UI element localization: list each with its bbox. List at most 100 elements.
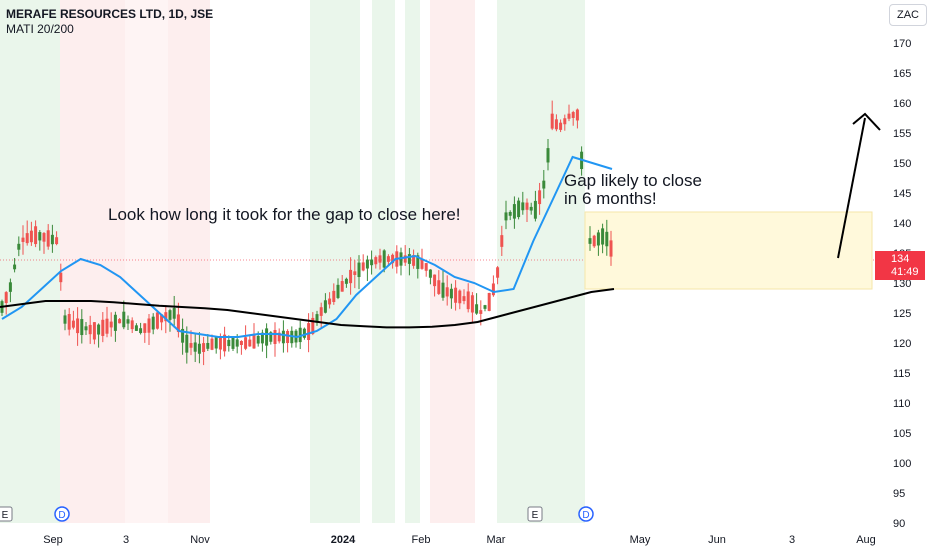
y-tick-label: 95 [893, 488, 905, 500]
candle [542, 169, 546, 199]
candle [449, 283, 453, 309]
candle [365, 255, 369, 282]
zone-band [60, 0, 125, 523]
dividend-marker[interactable]: D [578, 506, 594, 522]
candle [227, 335, 231, 352]
candle [315, 310, 319, 326]
candle [4, 291, 8, 315]
candle [113, 311, 117, 342]
candle [168, 308, 172, 332]
y-tick-label: 150 [893, 158, 911, 170]
y-tick-label: 90 [893, 518, 905, 530]
currency-button[interactable]: ZAC [889, 4, 927, 26]
y-tick-label: 145 [893, 188, 911, 200]
candle [340, 274, 344, 292]
annotation-left: Look how long it took for the gap to clo… [108, 206, 461, 224]
x-tick-label: Feb [412, 534, 431, 546]
candle [609, 230, 613, 266]
bar-countdown: 41:49 [891, 266, 919, 278]
candle [571, 110, 575, 126]
candle [59, 263, 63, 291]
time-axis[interactable]: Sep 3 Nov 2024 Feb Mar May Jun 3 Aug [43, 534, 876, 546]
candle [13, 257, 17, 273]
candle [181, 318, 185, 355]
candle [151, 313, 155, 335]
candle [433, 274, 437, 297]
candle [172, 295, 176, 328]
candle [361, 254, 365, 272]
last-price-value: 134 [891, 253, 910, 265]
x-tick-label: May [630, 534, 651, 546]
candle [105, 306, 109, 338]
indicator-label[interactable]: MATI 20/200 [6, 22, 74, 36]
candle [126, 315, 130, 331]
candle [97, 323, 101, 348]
candle [475, 293, 479, 315]
x-tick-label: Jun [708, 534, 726, 546]
candle [109, 312, 113, 337]
y-tick-label: 130 [893, 278, 911, 290]
x-tick-label: 3 [123, 534, 129, 546]
candle [42, 231, 46, 254]
annotation-right-line2: in 6 months! [564, 189, 657, 208]
candle [437, 270, 441, 296]
candle [252, 323, 256, 349]
candle [223, 326, 227, 357]
candle [76, 307, 80, 346]
candle [550, 100, 554, 131]
candle [260, 329, 264, 352]
candle [210, 334, 214, 351]
candle [122, 300, 126, 330]
candle [500, 225, 504, 257]
candle [424, 263, 428, 277]
candle [462, 289, 466, 305]
candle [143, 323, 147, 343]
candle [403, 245, 407, 266]
x-tick-label: Mar [487, 534, 506, 546]
candle [521, 191, 525, 215]
earnings-marker[interactable]: E [0, 506, 13, 522]
candle [248, 334, 252, 347]
candle [202, 336, 206, 366]
candle [353, 260, 357, 289]
candle [160, 313, 164, 331]
candle [84, 322, 88, 335]
last-price-badge: 134 41:49 [875, 251, 925, 280]
y-tick-label: 105 [893, 428, 911, 440]
candle [512, 196, 516, 229]
candle [265, 323, 269, 359]
x-tick-label: Nov [190, 534, 210, 546]
candle [46, 224, 50, 250]
chart-title: MERAFE RESOURCES LTD, 1D, JSE [6, 7, 214, 21]
candle [496, 266, 500, 285]
candle [370, 250, 374, 275]
zone-band [430, 0, 475, 523]
candle [592, 234, 596, 248]
annotation-right: Gap likely to close in 6 months! [564, 172, 702, 208]
annotation-right-line1: Gap likely to close [564, 171, 702, 190]
candle [399, 247, 403, 276]
x-tick-label: Sep [43, 534, 63, 546]
candle [328, 292, 332, 309]
candle [575, 108, 579, 129]
candle [130, 317, 134, 334]
candle [525, 198, 529, 222]
background-zones [0, 0, 585, 523]
event-marker-label: E [2, 510, 9, 521]
y-tick-label: 165 [893, 68, 911, 80]
earnings-marker[interactable]: E [527, 506, 543, 522]
ma-short-line [1, 155, 613, 339]
price-axis[interactable]: 9095100105110115120125130135140145150155… [893, 38, 911, 530]
y-tick-label: 110 [893, 398, 911, 410]
candle [38, 230, 42, 251]
candle [281, 320, 285, 353]
event-marker-label: D [582, 510, 589, 521]
candle [344, 277, 348, 288]
candle [601, 223, 605, 254]
event-marker-label: D [58, 510, 65, 521]
dividend-marker[interactable]: D [54, 506, 70, 522]
candle [412, 249, 416, 269]
candle [63, 309, 67, 331]
